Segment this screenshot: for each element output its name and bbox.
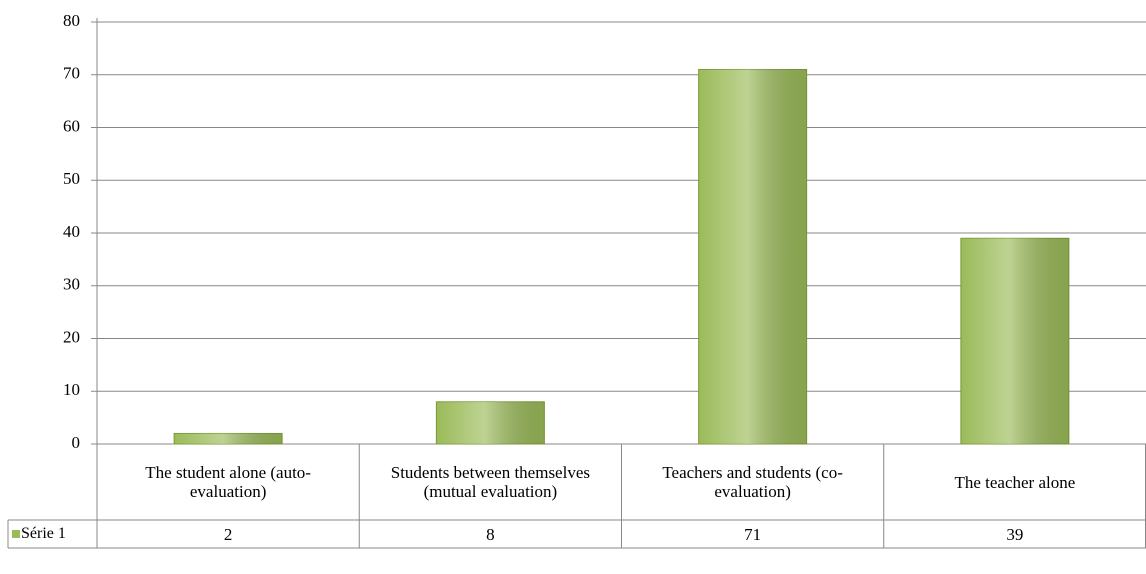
y-tick-label: 60 (63, 116, 80, 135)
table-value: 39 (1006, 524, 1024, 544)
legend-entry: Série 1 (8, 520, 97, 548)
category-label: The student alone (auto-evaluation) (145, 463, 311, 501)
y-tick-label: 50 (63, 169, 80, 188)
table-value: 2 (223, 524, 233, 544)
y-tick-label: 10 (63, 380, 80, 399)
y-tick-label: 30 (63, 275, 80, 294)
legend-label: Série 1 (21, 525, 66, 542)
y-tick-label: 80 (63, 11, 80, 30)
bar-highlight (436, 401, 545, 444)
y-tick-label: 70 (63, 64, 80, 83)
y-tick-label: 20 (63, 327, 80, 346)
y-tick-label: 40 (63, 222, 80, 241)
table-value: 71 (744, 524, 762, 544)
category-label: Teachers and students (co-evaluation) (662, 463, 843, 501)
legend-key (12, 530, 20, 538)
table-value: 8 (486, 524, 495, 544)
bar-highlight (960, 238, 1069, 444)
bar-highlight (698, 69, 807, 444)
category-label: The teacher alone (954, 472, 1076, 492)
category-label: Students between themselves (mutual eval… (390, 463, 590, 501)
bar-highlight (174, 433, 283, 444)
y-tick-label: 0 (72, 433, 81, 452)
